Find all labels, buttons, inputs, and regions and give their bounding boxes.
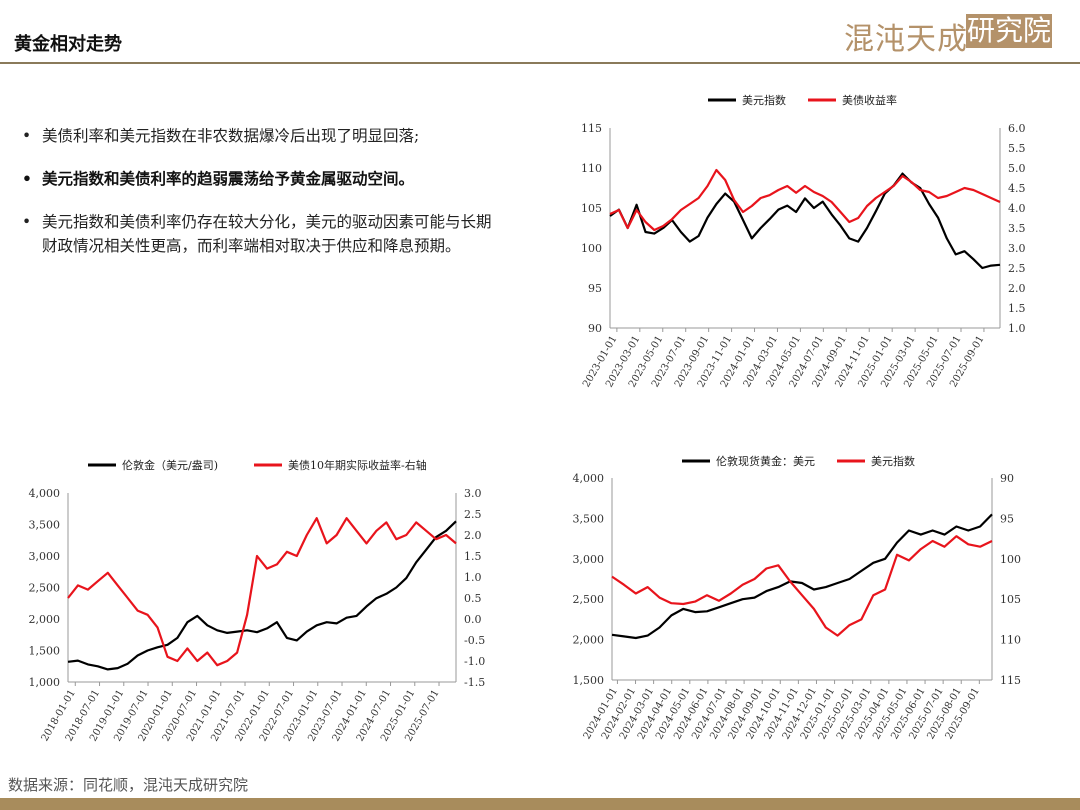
bullet-item-1: • 美债利率和美元指数在非农数据爆冷后出现了明显回落;	[22, 124, 502, 148]
bullet-text-1: 美债利率和美元指数在非农数据爆冷后出现了明显回落;	[42, 127, 420, 145]
y-tick-label-right: 3.0	[464, 487, 482, 500]
y-tick-label-left: 1,000	[29, 676, 61, 689]
y-tick-label-left: 2,000	[573, 634, 605, 647]
y-tick-label-right: 95	[1000, 512, 1014, 525]
y-tick-label-right: 4.5	[1008, 182, 1026, 195]
legend-label-2: 美元指数	[871, 454, 915, 468]
series-line-1	[609, 172, 1001, 270]
y-tick-label-left: 3,000	[29, 550, 61, 563]
y-tick-label-left: 3,500	[29, 519, 61, 532]
y-tick-label-right: 2.0	[1008, 282, 1026, 295]
y-tick-label-right: 4.0	[1008, 202, 1026, 215]
y-tick-label-left: 100	[581, 242, 602, 255]
bullet-list: • 美债利率和美元指数在非农数据爆冷后出现了明显回落; • 美元指数和美债利率的…	[22, 124, 502, 277]
y-tick-label-left: 115	[581, 122, 602, 135]
y-tick-label-left: 90	[588, 322, 602, 335]
y-tick-label-left: 2,500	[29, 582, 61, 595]
logo: 混沌天成 研究院	[844, 12, 1054, 57]
bullet-item-2: • 美元指数和美债利率的趋弱震荡给予黄金属驱动空间。	[22, 167, 502, 191]
y-tick-label-right: -1.5	[464, 676, 485, 689]
y-tick-label-left: 110	[581, 162, 602, 175]
legend-label-1: 伦敦金（美元/盎司)	[122, 458, 218, 472]
y-tick-label-left: 1,500	[29, 645, 61, 658]
y-tick-label-left: 2,000	[29, 613, 61, 626]
series-line-1	[611, 513, 993, 640]
logo-text-right: 研究院	[966, 14, 1051, 47]
y-tick-label-right: 1.0	[1008, 322, 1026, 335]
series-line-2	[609, 168, 1001, 232]
y-tick-label-right: 5.5	[1008, 142, 1026, 155]
y-tick-label-right: 2.5	[1008, 262, 1026, 275]
bullet-item-3: • 美元指数和美债利率仍存在较大分化，美元的驱动因素可能与长期财政情况相关性更高…	[22, 210, 502, 258]
y-tick-label-right: -0.5	[464, 634, 485, 647]
y-tick-label-right: 6.0	[1008, 122, 1026, 135]
y-tick-label-right: 1.5	[464, 550, 482, 563]
y-tick-label-right: 2.0	[464, 529, 482, 542]
bullet-text-2: 美元指数和美债利率的趋弱震荡给予黄金属驱动空间。	[42, 169, 415, 188]
legend-label-2: 美债收益率	[842, 93, 897, 107]
footer-bar	[0, 798, 1080, 810]
chart-gold-vs-real-yield: 4,000 3,500 3,000 2,500 2,000 1,500 1,000 3.0 2.…	[29, 458, 486, 743]
y-tick-label-right: 100	[1000, 553, 1021, 566]
bullet-text-3: 美元指数和美债利率仍存在较大分化，美元的驱动因素可能与长期财政情况相关性更高，而…	[42, 213, 492, 255]
y-tick-label-right: 1.5	[1008, 302, 1026, 315]
logo-text-left: 混沌天成	[844, 22, 968, 57]
y-tick-label-right: 3.0	[1008, 242, 1026, 255]
y-tick-label-left: 4,000	[573, 472, 605, 485]
series-line-2	[611, 535, 993, 637]
y-tick-label-right: 115	[1000, 674, 1021, 687]
y-tick-label-left: 3,500	[573, 512, 605, 525]
header-divider	[0, 62, 1080, 64]
y-tick-label-right: 3.5	[1008, 222, 1026, 235]
y-tick-label-left: 95	[588, 282, 602, 295]
y-tick-label-right: 105	[1000, 593, 1021, 606]
bullet-dot: •	[22, 213, 32, 231]
y-tick-label-left: 105	[581, 202, 602, 215]
y-tick-label-left: 3,000	[573, 553, 605, 566]
series-line-1	[67, 520, 457, 671]
y-tick-label-right: 0.5	[464, 592, 482, 605]
chart-usd-vs-yield: 115 110 105 100 95 90 6.0 5.5 5.0 4.5 4.0 3.5 3.0 2.5…	[581, 93, 1026, 389]
y-tick-label-right: 1.0	[464, 571, 482, 584]
y-tick-label-right: -1.0	[464, 655, 485, 668]
legend-label-1: 伦敦现货黄金：美元	[716, 454, 815, 468]
legend-label-2: 美债10年期实际收益率-右轴	[288, 458, 427, 472]
legend-label-1: 美元指数	[742, 93, 786, 107]
logo-box: 研究院	[966, 14, 1052, 48]
data-source: 数据来源：同花顺，混沌天成研究院	[8, 776, 249, 794]
bullet-dot: •	[22, 127, 32, 145]
y-tick-label-left: 1,500	[573, 674, 605, 687]
y-tick-label-right: 2.5	[464, 508, 482, 521]
y-tick-label-left: 4,000	[29, 487, 61, 500]
series-line-2	[67, 517, 457, 667]
chart-spot-gold-vs-usd: 4,000 3,500 3,000 2,500 2,000 1,500 90 95 100 105…	[573, 454, 1022, 741]
y-tick-label-right: 90	[1000, 472, 1014, 485]
y-tick-label-right: 5.0	[1008, 162, 1026, 175]
bullet-dot: •	[22, 169, 32, 188]
page-title: 黄金相对走势	[14, 34, 122, 55]
y-tick-label-right: 110	[1000, 634, 1021, 647]
y-tick-label-left: 2,500	[573, 593, 605, 606]
y-tick-label-right: 0.0	[464, 613, 482, 626]
